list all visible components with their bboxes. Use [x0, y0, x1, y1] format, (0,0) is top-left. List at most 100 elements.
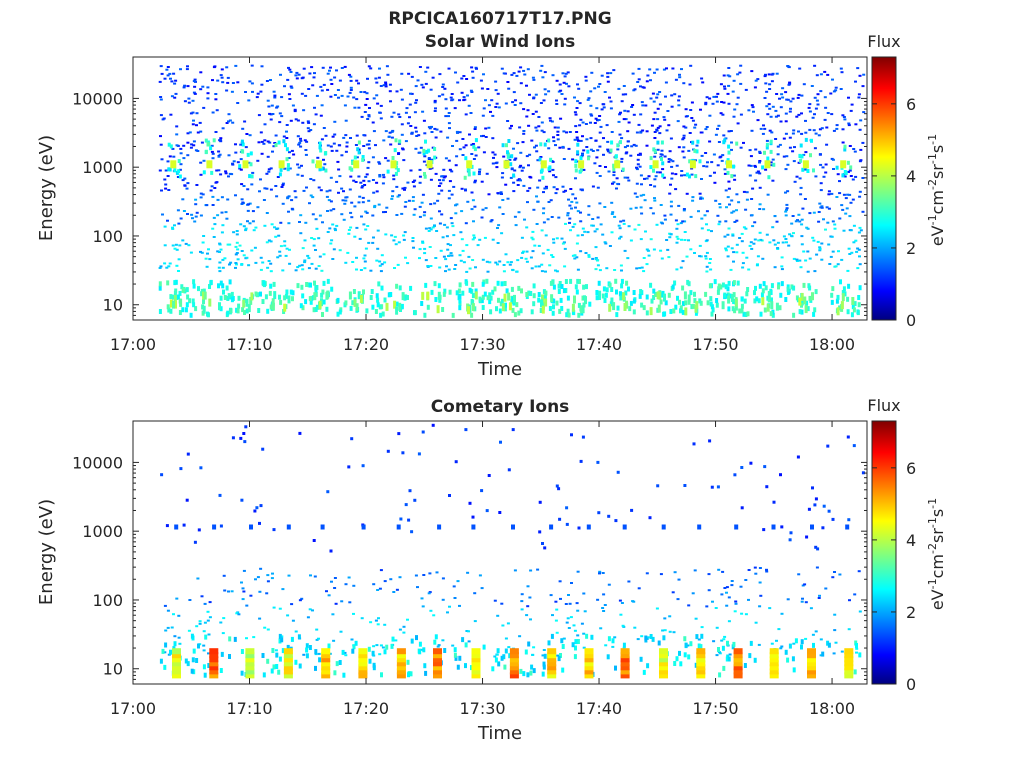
heatmap-cell	[522, 132, 526, 135]
heatmap-cell	[412, 246, 415, 249]
heatmap-cell	[520, 600, 524, 603]
heatmap-cell	[533, 244, 537, 247]
heatmap-cell	[616, 143, 620, 148]
heatmap-cell	[785, 155, 789, 158]
heatmap-cell	[290, 149, 294, 152]
heatmap-cell	[736, 122, 740, 125]
heatmap-cell	[758, 203, 762, 206]
heatmap-cell	[243, 310, 246, 315]
heatmap-cell	[724, 247, 728, 250]
heatmap-cell	[852, 148, 856, 150]
heatmap-cell	[637, 78, 641, 81]
heatmap-cell	[304, 149, 308, 151]
heatmap-cell	[822, 218, 825, 221]
heatmap-cell	[375, 190, 379, 193]
heatmap-cell	[393, 235, 397, 238]
heatmap-cell	[551, 614, 554, 617]
heatmap-cell	[753, 298, 757, 304]
heatmap-cell	[661, 173, 665, 178]
heatmap-cell	[437, 185, 441, 187]
heatmap-cell	[433, 660, 442, 667]
heatmap-cell	[835, 127, 839, 130]
heatmap-cell	[744, 88, 748, 91]
heatmap-cell	[439, 249, 443, 252]
heatmap-cell	[174, 79, 178, 82]
heatmap-cell	[564, 72, 568, 75]
heatmap-cell	[637, 123, 641, 126]
heatmap-cell	[484, 136, 488, 138]
heatmap-cell	[771, 312, 775, 318]
x-tick-label: 18:00	[809, 699, 855, 718]
heatmap-cell	[664, 81, 668, 84]
heatmap-cell	[207, 652, 210, 655]
heatmap-cell	[612, 181, 616, 184]
heatmap-cell	[727, 620, 731, 623]
heatmap-cell	[682, 208, 686, 210]
heatmap-cell	[745, 198, 749, 201]
heatmap-cell	[305, 282, 309, 287]
x-axis: 17:00 17:10 17:20 17:30 17:40 17:50 18:00	[110, 57, 855, 354]
heatmap-cell	[186, 213, 189, 215]
heatmap-cell	[396, 195, 400, 198]
heatmap-cell	[461, 637, 465, 643]
heatmap-cell	[623, 109, 627, 112]
heatmap-cell	[240, 498, 244, 502]
heatmap-cell	[331, 135, 335, 138]
heatmap-cell	[228, 243, 232, 246]
heatmap-cell	[218, 261, 222, 264]
heatmap-cell	[315, 227, 319, 230]
heatmap-cell	[351, 300, 355, 306]
heatmap-cell	[537, 265, 541, 268]
heatmap-cell	[395, 588, 399, 591]
heatmap-cell	[299, 137, 302, 140]
heatmap-cell	[576, 142, 580, 147]
heatmap-cell	[654, 292, 658, 297]
heatmap-cell	[552, 140, 556, 143]
heatmap-cell	[610, 287, 614, 292]
heatmap-cell	[249, 162, 253, 167]
heatmap-cell	[669, 205, 673, 208]
heatmap-cell	[389, 292, 393, 297]
heatmap-cell	[733, 668, 743, 675]
heatmap-cell	[247, 264, 251, 267]
heatmap-cell	[589, 113, 593, 116]
heatmap-cell	[193, 92, 197, 95]
heatmap-cell	[331, 258, 335, 260]
heatmap-cell	[353, 298, 357, 307]
heatmap-cell	[369, 67, 373, 70]
heatmap-cell	[174, 92, 178, 95]
heatmap-cell	[560, 93, 564, 95]
heatmap-cell	[774, 109, 778, 112]
heatmap-cell	[562, 81, 566, 84]
heatmap-cell	[304, 153, 308, 156]
heatmap-cell	[733, 221, 737, 223]
heatmap-cell	[726, 245, 730, 248]
heatmap-cell	[360, 186, 364, 189]
heatmap-cell	[539, 308, 543, 313]
heatmap-cell	[365, 308, 369, 314]
heatmap-cell	[786, 657, 790, 663]
heatmap-cell	[835, 196, 839, 198]
heatmap-cell	[709, 296, 713, 302]
heatmap-cell	[259, 291, 262, 297]
heatmap-cell	[608, 96, 611, 99]
heatmap-cell	[625, 280, 629, 286]
heatmap-cell	[765, 142, 769, 147]
heatmap-cell	[500, 281, 504, 287]
heatmap-cell	[525, 614, 529, 617]
heatmap-cell	[380, 263, 384, 266]
heatmap-cell	[235, 233, 239, 236]
heatmap-cell	[819, 73, 823, 76]
heatmap-cell	[324, 168, 328, 173]
heatmap-cell	[820, 205, 824, 208]
heatmap-cell	[192, 302, 196, 308]
heatmap-cell	[747, 268, 751, 271]
heatmap-cell	[276, 105, 280, 108]
heatmap-cell	[696, 660, 706, 667]
heatmap-cell	[179, 163, 183, 166]
heatmap-cell	[159, 135, 162, 138]
heatmap-cell	[300, 174, 304, 177]
heatmap-cell	[315, 94, 319, 97]
heatmap-cell	[562, 190, 566, 193]
heatmap-cell	[301, 121, 305, 124]
